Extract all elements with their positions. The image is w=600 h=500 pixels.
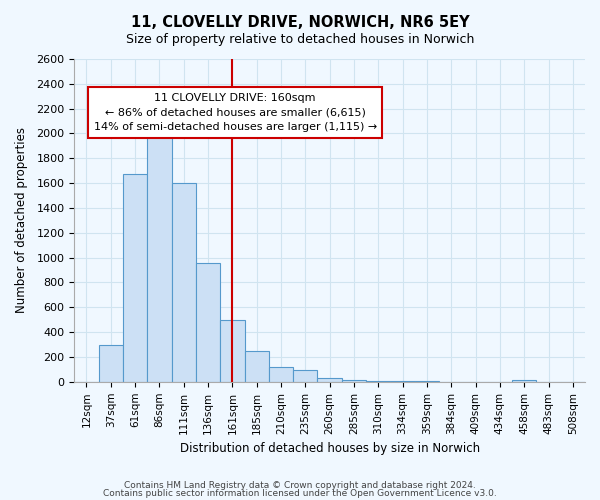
- Text: 11 CLOVELLY DRIVE: 160sqm
← 86% of detached houses are smaller (6,615)
14% of se: 11 CLOVELLY DRIVE: 160sqm ← 86% of detac…: [94, 93, 377, 132]
- Bar: [98, 344, 123, 382]
- Bar: [317, 378, 342, 382]
- Bar: [147, 118, 172, 382]
- Text: 11, CLOVELLY DRIVE, NORWICH, NR6 5EY: 11, CLOVELLY DRIVE, NORWICH, NR6 5EY: [131, 15, 469, 30]
- Bar: [366, 381, 391, 382]
- Bar: [172, 183, 196, 382]
- Y-axis label: Number of detached properties: Number of detached properties: [15, 128, 28, 314]
- Bar: [391, 381, 415, 382]
- Bar: [245, 351, 269, 382]
- Text: Contains HM Land Registry data © Crown copyright and database right 2024.: Contains HM Land Registry data © Crown c…: [124, 481, 476, 490]
- Bar: [220, 320, 245, 382]
- Bar: [293, 370, 317, 382]
- Text: Contains public sector information licensed under the Open Government Licence v3: Contains public sector information licen…: [103, 488, 497, 498]
- Bar: [512, 380, 536, 382]
- X-axis label: Distribution of detached houses by size in Norwich: Distribution of detached houses by size …: [179, 442, 480, 455]
- Bar: [196, 262, 220, 382]
- Bar: [269, 367, 293, 382]
- Bar: [123, 174, 147, 382]
- Text: Size of property relative to detached houses in Norwich: Size of property relative to detached ho…: [126, 32, 474, 46]
- Bar: [342, 380, 366, 382]
